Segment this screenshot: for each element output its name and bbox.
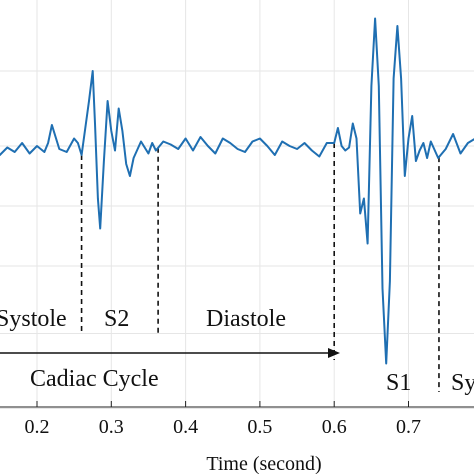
annotation-diastole: Diastole [206,306,286,332]
x-tick-label: 0.2 [25,416,50,438]
grid-lines [0,0,474,409]
x-axis-label: Time (second) [206,453,321,474]
annotation-s1: S1 [386,370,411,396]
cycle-arrow-head [328,348,340,358]
annotation-systole-left: Systole [0,306,67,332]
signal-line [0,17,474,365]
annotation-cycle: Cadiac Cycle [30,366,159,392]
x-tick-label: 0.3 [99,416,124,438]
x-axis-ticks: 0.2 0.3 0.4 0.5 0.6 0.7 [25,401,421,438]
x-tick-label: 0.5 [247,416,272,438]
x-tick-label: 0.6 [322,416,347,438]
x-tick-label: 0.7 [396,416,421,438]
annotation-s2: S2 [104,306,129,332]
dashed-markers [80,143,440,392]
annotation-systole-right: Sy [451,370,474,396]
x-tick-label: 0.4 [173,416,198,438]
